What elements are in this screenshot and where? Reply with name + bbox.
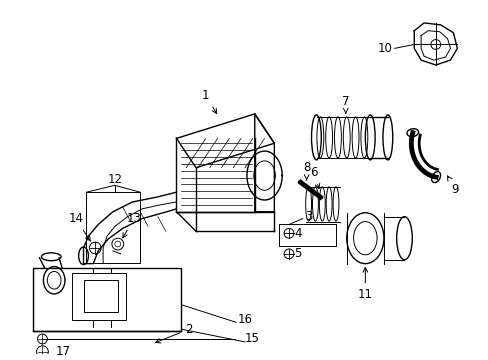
Text: 5: 5 <box>293 247 301 260</box>
Text: 13: 13 <box>122 212 142 238</box>
Text: 14: 14 <box>68 212 90 241</box>
Text: 7: 7 <box>341 95 349 113</box>
Text: 3: 3 <box>305 210 312 223</box>
Text: 6: 6 <box>309 166 319 189</box>
Text: 17: 17 <box>56 345 71 358</box>
Text: 9: 9 <box>447 176 458 196</box>
Text: 16: 16 <box>238 313 253 326</box>
Bar <box>33 267 181 331</box>
Text: 11: 11 <box>357 267 372 301</box>
Bar <box>86 192 140 263</box>
Text: 4: 4 <box>293 227 301 240</box>
Bar <box>72 273 125 320</box>
Text: 15: 15 <box>244 333 259 346</box>
Bar <box>279 225 335 246</box>
Text: 1: 1 <box>202 89 216 113</box>
Text: 10: 10 <box>377 42 392 55</box>
Text: 2: 2 <box>155 323 193 343</box>
Bar <box>83 280 118 311</box>
Text: 8: 8 <box>303 161 310 180</box>
Text: 12: 12 <box>107 173 122 186</box>
